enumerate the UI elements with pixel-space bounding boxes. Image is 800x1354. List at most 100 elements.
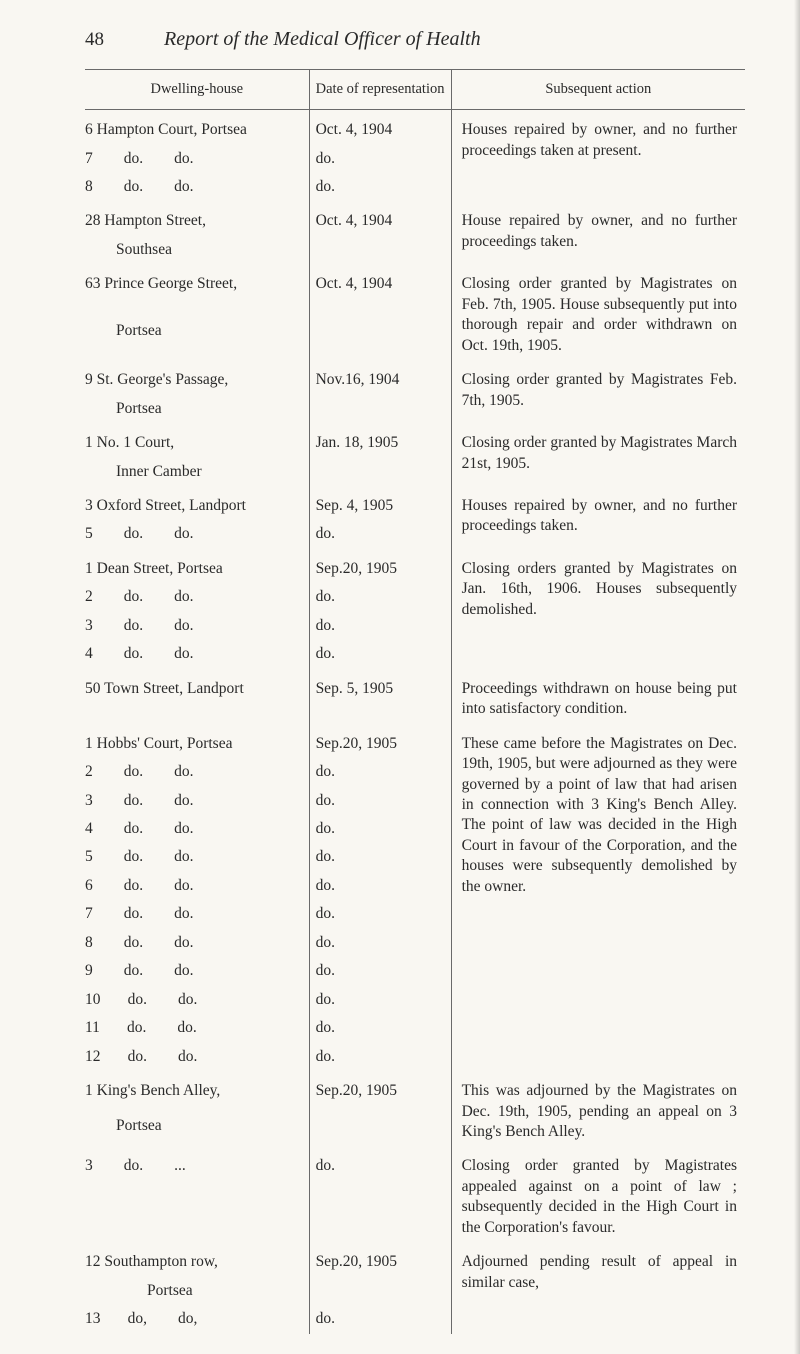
dwelling-cell: 9 do. do.: [85, 957, 309, 985]
date-cell: do.: [309, 900, 451, 928]
page-edge-shadow: [794, 0, 800, 1354]
date-cell: do.: [309, 815, 451, 843]
date-cell: [309, 236, 451, 264]
date-cell: do.: [309, 929, 451, 957]
date-cell: [309, 317, 451, 360]
dwelling-cell: 3 do. do.: [85, 787, 309, 815]
action-cell: Closing order granted by Magistrates on …: [451, 264, 745, 360]
dwelling-cell: 6 do. do.: [85, 872, 309, 900]
col-header-date: Date of representation: [309, 70, 451, 110]
date-cell: do.: [309, 520, 451, 548]
dwelling-cell: 7 do. do.: [85, 145, 309, 173]
dwelling-cell: 7 do. do.: [85, 900, 309, 928]
dwelling-cell: 1 Dean Street, Portsea: [85, 549, 309, 583]
dwelling-cell: 1 Hobbs' Court, Portsea: [85, 724, 309, 758]
action-cell: Closing orders granted by Magistrates on…: [451, 549, 745, 669]
dwelling-cell: 50 Town Street, Landport: [85, 669, 309, 724]
table-row: 50 Town Street, LandportSep. 5, 1905Proc…: [85, 669, 745, 724]
dwelling-cell: 3 do. do.: [85, 612, 309, 640]
date-cell: [309, 1277, 451, 1305]
table-row: 1 King's Bench Alley,Sep.20, 1905This wa…: [85, 1071, 745, 1112]
col-header-dwelling: Dwelling-house: [85, 70, 309, 110]
table-row: 12 Southampton row,Sep.20, 1905Adjourned…: [85, 1242, 745, 1276]
dwelling-cell: 2 do. do.: [85, 758, 309, 786]
dwelling-cell: Portsea: [85, 395, 309, 423]
date-cell: Jan. 18, 1905: [309, 423, 451, 457]
date-cell: Sep.20, 1905: [309, 549, 451, 583]
table-header-row: Dwelling-house Date of representation Su…: [85, 70, 745, 110]
date-cell: Sep.20, 1905: [309, 1242, 451, 1276]
dwelling-cell: Portsea: [85, 1112, 309, 1146]
date-cell: Sep.20, 1905: [309, 724, 451, 758]
table-row: 6 Hampton Court, PortseaOct. 4, 1904Hous…: [85, 110, 745, 145]
date-cell: [309, 458, 451, 486]
table-row: 63 Prince George Street,Oct. 4, 1904Clos…: [85, 264, 745, 316]
date-cell: do.: [309, 612, 451, 640]
dwelling-cell: 4 do. do.: [85, 815, 309, 843]
dwelling-cell: Portsea: [85, 317, 309, 360]
date-cell: do.: [309, 872, 451, 900]
col-header-action: Subsequent action: [451, 70, 745, 110]
dwelling-cell: Portsea: [85, 1277, 309, 1305]
table-row: 9 St. George's Passage,Nov.16, 1904Closi…: [85, 360, 745, 394]
page-number: 48: [85, 29, 104, 51]
dwelling-cell: 6 Hampton Court, Portsea: [85, 110, 309, 145]
table-row: 1 Hobbs' Court, PortseaSep.20, 1905These…: [85, 724, 745, 758]
date-cell: do.: [309, 957, 451, 985]
action-cell: Closing order granted by Magistrates Feb…: [451, 360, 745, 423]
dwelling-cell: 8 do. do.: [85, 929, 309, 957]
dwelling-cell: 9 St. George's Passage,: [85, 360, 309, 394]
records-table: Dwelling-house Date of representation Su…: [85, 69, 745, 1334]
date-cell: Oct. 4, 1904: [309, 264, 451, 316]
dwelling-cell: 3 Oxford Street, Landport: [85, 486, 309, 520]
date-cell: Oct. 4, 1904: [309, 201, 451, 235]
dwelling-cell: 4 do. do.: [85, 640, 309, 668]
action-cell: House repaired by owner, and no further …: [451, 201, 745, 264]
dwelling-cell: 5 do. do.: [85, 843, 309, 871]
date-cell: do.: [309, 145, 451, 173]
table-row: 1 Dean Street, PortseaSep.20, 1905Closin…: [85, 549, 745, 583]
table-row: 1 No. 1 Court,Jan. 18, 1905Closing order…: [85, 423, 745, 457]
date-cell: do.: [309, 640, 451, 668]
action-cell: These came before the Magistrates on Dec…: [451, 724, 745, 1071]
date-cell: do.: [309, 758, 451, 786]
dwelling-cell: 12 do. do.: [85, 1043, 309, 1071]
dwelling-cell: Southsea: [85, 236, 309, 264]
date-cell: do.: [309, 1043, 451, 1071]
date-cell: Sep. 5, 1905: [309, 669, 451, 724]
action-cell: Houses repaired by owner, and no further…: [451, 486, 745, 549]
running-title: Report of the Medical Officer of Health: [164, 28, 481, 51]
action-cell: Closing order granted by Magistrates Mar…: [451, 423, 745, 486]
dwelling-cell: Inner Camber: [85, 458, 309, 486]
table-body: 6 Hampton Court, PortseaOct. 4, 1904Hous…: [85, 110, 745, 1334]
dwelling-cell: 8 do. do.: [85, 173, 309, 201]
dwelling-cell: 3 do. ...: [85, 1146, 309, 1242]
page-container: 48 Report of the Medical Officer of Heal…: [0, 0, 800, 1354]
date-cell: do.: [309, 1146, 451, 1242]
date-cell: do.: [309, 583, 451, 611]
date-cell: Sep.20, 1905: [309, 1071, 451, 1112]
dwelling-cell: 11 do. do.: [85, 1014, 309, 1042]
date-cell: do.: [309, 173, 451, 201]
date-cell: Oct. 4, 1904: [309, 110, 451, 145]
table-row: 28 Hampton Street,Oct. 4, 1904House repa…: [85, 201, 745, 235]
date-cell: do.: [309, 986, 451, 1014]
dwelling-cell: 28 Hampton Street,: [85, 201, 309, 235]
dwelling-cell: 12 Southampton row,: [85, 1242, 309, 1276]
date-cell: Sep. 4, 1905: [309, 486, 451, 520]
page-header: 48 Report of the Medical Officer of Heal…: [85, 28, 745, 51]
date-cell: Nov.16, 1904: [309, 360, 451, 394]
table-row: 3 Oxford Street, LandportSep. 4, 1905Hou…: [85, 486, 745, 520]
table-row: 3 do. ...do.Closing order granted by Mag…: [85, 1146, 745, 1242]
dwelling-cell: 63 Prince George Street,: [85, 264, 309, 316]
dwelling-cell: 1 King's Bench Alley,: [85, 1071, 309, 1112]
action-cell: Adjourned pending result of appeal in si…: [451, 1242, 745, 1333]
dwelling-cell: 5 do. do.: [85, 520, 309, 548]
date-cell: [309, 395, 451, 423]
date-cell: do.: [309, 1014, 451, 1042]
date-cell: [309, 1112, 451, 1146]
dwelling-cell: 13 do, do,: [85, 1305, 309, 1333]
action-cell: Proceedings withdrawn on house being put…: [451, 669, 745, 724]
dwelling-cell: 10 do. do.: [85, 986, 309, 1014]
date-cell: do.: [309, 1305, 451, 1333]
